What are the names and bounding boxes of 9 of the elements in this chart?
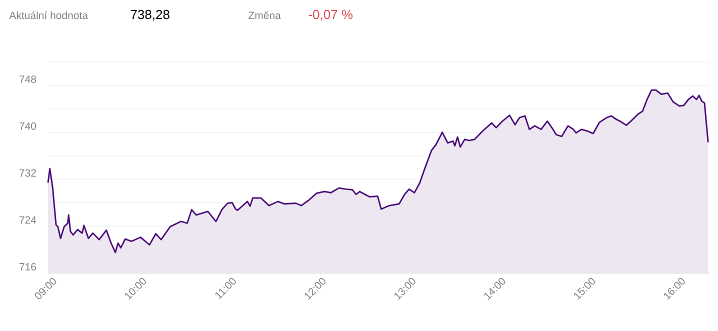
y-tick-label: 740	[19, 122, 36, 130]
y-tick-label: 748	[19, 75, 36, 83]
y-tick-label: 724	[19, 216, 36, 224]
y-tick-label: 732	[19, 169, 36, 177]
text: 738,28	[130, 10, 170, 21]
text: Aktuální hodnota	[9, 11, 88, 20]
text: Změna	[248, 11, 281, 20]
y-tick-label: 716	[19, 263, 36, 270]
text: -0,07 %	[308, 10, 353, 21]
